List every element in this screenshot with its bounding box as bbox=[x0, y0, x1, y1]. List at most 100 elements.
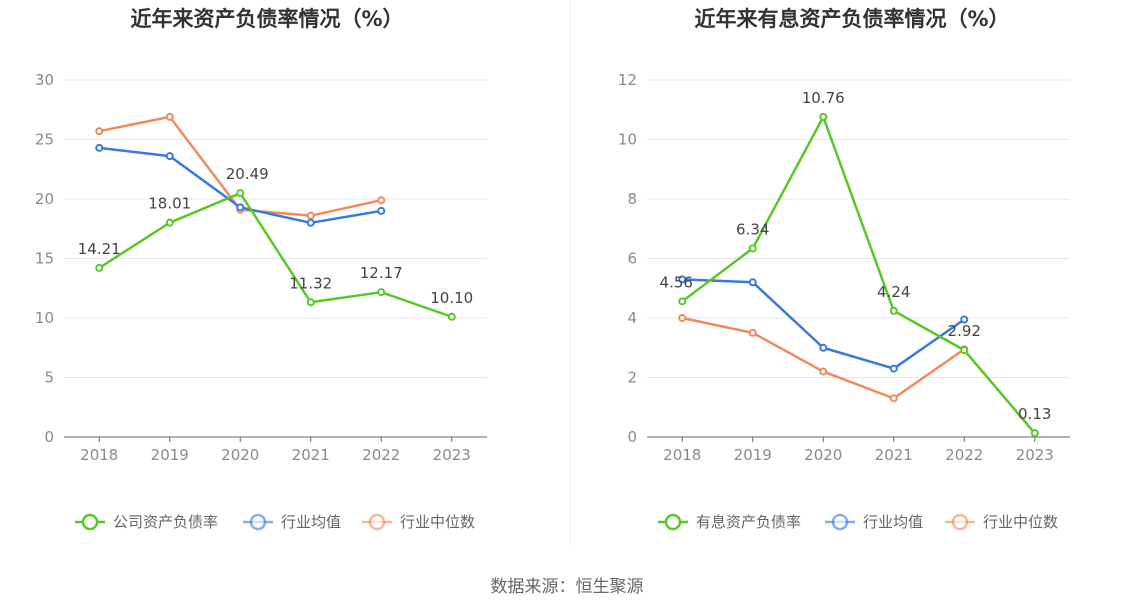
data-point bbox=[447, 312, 456, 321]
y-tick-label: 20 bbox=[35, 190, 54, 208]
data-point bbox=[889, 364, 898, 373]
series-1 bbox=[95, 143, 386, 227]
data-label: 20.49 bbox=[226, 165, 269, 183]
legend-item: 行业中位数 bbox=[362, 513, 475, 531]
y-tick-label: 12 bbox=[618, 71, 637, 89]
data-label: 6.34 bbox=[736, 220, 769, 238]
y-tick-label: 15 bbox=[35, 250, 54, 268]
data-point bbox=[306, 218, 315, 227]
data-point bbox=[960, 346, 969, 355]
data-point bbox=[306, 298, 315, 307]
data-point bbox=[95, 143, 104, 152]
data-point bbox=[377, 196, 386, 205]
chart-title: 近年来有息资产负债率情况（%） bbox=[694, 7, 1009, 31]
series-1 bbox=[678, 275, 969, 373]
legend-item: 有息资产负债率 bbox=[658, 513, 801, 531]
data-label: 11.32 bbox=[289, 274, 332, 292]
legend-item: 行业均值 bbox=[825, 513, 923, 531]
data-point bbox=[678, 275, 687, 284]
legend-item: 行业均值 bbox=[243, 513, 341, 531]
y-tick-label: 2 bbox=[627, 369, 637, 387]
data-point bbox=[819, 112, 828, 121]
chart-interest-debt-ratio: 近年来有息资产负债率情况（%） 0 2 4 6 8 10 12 2018 2019 2020 2021… bbox=[618, 7, 1070, 531]
data-point bbox=[165, 112, 174, 121]
legend-marker bbox=[249, 513, 267, 531]
data-point bbox=[960, 315, 969, 324]
data-point bbox=[889, 306, 898, 315]
legend-label: 公司资产负债率 bbox=[113, 513, 218, 531]
x-tick-label: 2022 bbox=[362, 446, 400, 464]
legend-marker bbox=[368, 513, 386, 531]
x-tick-label: 2019 bbox=[151, 446, 189, 464]
data-point bbox=[165, 152, 174, 161]
series-line bbox=[681, 316, 965, 400]
data-label: 14.21 bbox=[78, 240, 121, 258]
legend-item: 行业中位数 bbox=[945, 513, 1058, 531]
y-tick-label: 4 bbox=[627, 309, 637, 327]
data-point bbox=[1030, 429, 1039, 438]
legend-label: 行业中位数 bbox=[983, 513, 1058, 531]
data-point bbox=[819, 343, 828, 352]
data-point bbox=[889, 394, 898, 403]
data-label: 0.13 bbox=[1018, 405, 1051, 423]
y-tick-label: 8 bbox=[627, 190, 637, 208]
data-point bbox=[236, 189, 245, 198]
x-tick-label: 2020 bbox=[221, 446, 259, 464]
legend-item: 公司资产负债率 bbox=[75, 513, 218, 531]
data-point bbox=[748, 244, 757, 253]
data-point bbox=[819, 367, 828, 376]
legend-marker bbox=[664, 513, 682, 531]
y-tick-label: 10 bbox=[618, 131, 637, 149]
chart-debt-ratio: 近年来资产负债率情况（%） 0 5 10 15 20 25 30 2018 2019 2020 202… bbox=[35, 7, 487, 531]
data-label: 18.01 bbox=[148, 195, 191, 213]
x-tick-label: 2018 bbox=[663, 446, 701, 464]
y-tick-label: 0 bbox=[627, 428, 637, 446]
series-line bbox=[681, 115, 1036, 434]
data-point bbox=[678, 314, 687, 322]
data-point bbox=[377, 206, 386, 215]
data-label: 4.24 bbox=[877, 283, 910, 301]
x-tick-label: 2020 bbox=[804, 446, 842, 464]
data-point bbox=[678, 297, 687, 306]
data-label: 4.56 bbox=[660, 273, 693, 291]
y-tick-label: 6 bbox=[627, 250, 637, 268]
legend-label: 有息资产负债率 bbox=[696, 513, 801, 531]
data-point bbox=[95, 127, 104, 136]
y-tick-label: 5 bbox=[44, 369, 54, 387]
data-label: 10.76 bbox=[802, 89, 845, 107]
x-tick-label: 2021 bbox=[292, 446, 330, 464]
data-label: 2.92 bbox=[948, 322, 981, 340]
legend-marker bbox=[81, 513, 99, 531]
data-point bbox=[306, 211, 315, 220]
x-tick-label: 2022 bbox=[945, 446, 983, 464]
legend-label: 行业均值 bbox=[863, 513, 923, 531]
data-point bbox=[748, 328, 757, 337]
x-tick-label: 2019 bbox=[734, 446, 772, 464]
data-point bbox=[748, 278, 757, 287]
x-tick-label: 2023 bbox=[433, 446, 471, 464]
data-point bbox=[377, 288, 386, 297]
legend-label: 行业中位数 bbox=[400, 513, 475, 531]
data-point bbox=[236, 203, 245, 212]
legend-label: 行业均值 bbox=[281, 513, 341, 531]
y-tick-label: 10 bbox=[35, 309, 54, 327]
x-tick-label: 2023 bbox=[1016, 446, 1054, 464]
data-point bbox=[95, 263, 104, 272]
data-point bbox=[165, 218, 174, 227]
y-tick-label: 30 bbox=[35, 71, 54, 89]
y-tick-label: 25 bbox=[35, 131, 54, 149]
data-label: 10.10 bbox=[430, 289, 473, 307]
y-tick-label: 0 bbox=[44, 428, 54, 446]
legend-marker bbox=[831, 513, 849, 531]
x-tick-label: 2021 bbox=[875, 446, 913, 464]
legend-marker bbox=[951, 513, 969, 531]
series-0: 14.21 18.01 20.49 11.32 12.17 10.10 bbox=[78, 165, 473, 321]
series-line bbox=[682, 278, 965, 370]
data-source: 数据来源：恒生聚源 bbox=[491, 577, 644, 597]
chart-title: 近年来资产负债率情况（%） bbox=[130, 7, 403, 31]
series-0: 4.56 6.34 10.76 4.24 2.92 0.13 bbox=[660, 89, 1051, 438]
x-tick-label: 2018 bbox=[80, 446, 118, 464]
series-line bbox=[98, 191, 453, 318]
data-label: 12.17 bbox=[360, 264, 403, 282]
